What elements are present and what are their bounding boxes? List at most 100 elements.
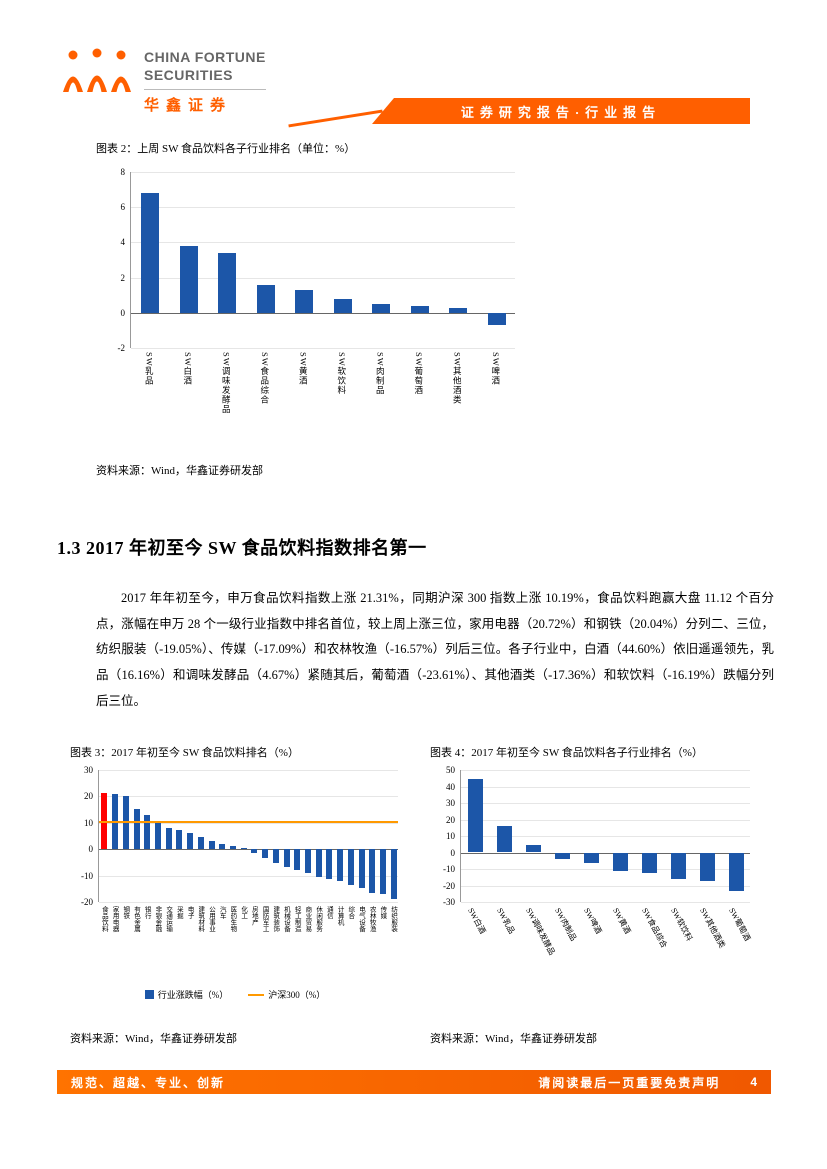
y-axis-tick: -20 (443, 880, 455, 891)
gridline (461, 786, 750, 788)
y-axis-tick: 30 (446, 798, 455, 808)
gridline (99, 822, 398, 824)
chart-bar (272, 849, 279, 863)
body-paragraph: 2017 年年初至今，申万食品饮料指数上涨 21.31%，同期沪深 300 指数… (96, 591, 774, 708)
x-axis-label: SW葡萄酒 (726, 906, 752, 943)
footer-page-number: 4 (750, 1075, 757, 1089)
x-axis-label: 交通运输 (164, 906, 172, 932)
gridline (461, 819, 750, 821)
section-heading: 1.3 2017 年初至今 SW 食品饮料指数排名第一 (57, 538, 427, 558)
chart-bar (256, 284, 275, 313)
y-axis-tick: 20 (446, 814, 455, 825)
x-axis-label: 采掘 (175, 906, 183, 919)
x-axis-labels: SW乳品 SW白酒 SW调味发酵品 SW食品综合 SW黄酒 SW软饮料 SW肉制品 SW葡萄酒… (130, 348, 515, 444)
zero-axis-line (99, 849, 398, 851)
y-axis-tick: 2 (120, 272, 126, 283)
chart-bar (390, 849, 397, 900)
x-axis-label: SW黄酒 (298, 352, 309, 386)
chart-bar (487, 312, 506, 326)
x-axis-label: 通信 (325, 906, 333, 919)
y-axis: 30 20 10 0 -10 -20 (72, 765, 98, 907)
y-axis-tick: 40 (446, 781, 455, 792)
banner-accent-line (288, 109, 383, 128)
gridline (461, 803, 750, 804)
gridline (99, 875, 398, 877)
figure2-title: 图表 2：上周 SW 食品饮料各子行业排名（单位：%） (96, 143, 356, 155)
x-axis-label: 建筑装饰 (271, 906, 279, 932)
x-axis-label: 农林牧渔 (368, 906, 376, 932)
chart-bar (337, 849, 344, 882)
legend-item-hs300: 沪深300（%） (248, 988, 325, 1001)
figure4-title: 图表 4：2017 年初至今 SW 食品饮料各子行业排名（%） (430, 747, 703, 759)
chart-bar (729, 852, 744, 892)
y-axis-tick: -30 (443, 897, 455, 907)
zero-axis-line (461, 852, 750, 854)
chart-bar (294, 849, 301, 871)
chart-bar (283, 849, 290, 868)
x-axis-label: SW软饮料 (336, 352, 347, 396)
gridline (131, 242, 515, 244)
chart-bar (101, 792, 108, 850)
y-axis: 8 6 4 2 0 -2 (100, 167, 130, 353)
plot-area (130, 172, 515, 349)
x-axis-label: SW调味发酵品 (221, 352, 232, 415)
chart-bar (240, 847, 247, 850)
x-axis-label: 计算机 (336, 906, 344, 926)
chart-bar (229, 846, 236, 850)
gridline (461, 869, 750, 870)
figure3-chart: 30 20 10 0 -10 -20 食品饮料 家用电器 钢铁 有色金属 银行 非银金融 交通运输 采掘… (72, 765, 398, 980)
y-axis-tick: 0 (450, 847, 456, 858)
gridline (461, 885, 750, 887)
y-axis-tick: -20 (81, 897, 93, 907)
chart-bar (449, 308, 468, 313)
y-axis-tick: 0 (120, 307, 126, 318)
gridline (461, 836, 750, 837)
y-axis-tick: 10 (446, 831, 455, 841)
figure3-source: 资料来源：Wind，华鑫证券研发部 (70, 1033, 237, 1045)
chart-bar (179, 245, 198, 313)
chart-bar (218, 252, 237, 313)
x-axis-label: SW白酒 (182, 352, 193, 386)
gridline (131, 207, 515, 209)
chart-bar (251, 849, 258, 854)
chart-bar (197, 836, 204, 850)
x-axis-label: SW白酒 (465, 906, 487, 936)
company-name-en: CHINA FORTUNE SECURITIES (144, 49, 266, 84)
x-axis-label: 化工 (239, 906, 247, 919)
footer-slogan: 规范、超越、专业、创新 (71, 1075, 226, 1090)
x-axis-label: SW调味发酵品 (523, 906, 557, 957)
x-axis-label: 钢铁 (121, 906, 129, 919)
bar-series-swatch (144, 990, 154, 999)
chart-bar (642, 852, 657, 874)
logo-icon (60, 48, 134, 101)
chart-bar (671, 852, 686, 880)
gridline (131, 348, 515, 349)
x-axis-label: SW其他酒类 (452, 352, 463, 405)
chart-bar (358, 849, 365, 889)
gridline (461, 770, 750, 771)
y-axis-tick: 10 (84, 817, 93, 828)
chart-bar (187, 833, 194, 850)
chart-bar (315, 849, 322, 877)
zero-axis-line (131, 312, 515, 314)
x-axis-label: 商业贸易 (303, 906, 311, 932)
chart-bar (526, 844, 541, 853)
chart-bar (700, 852, 715, 882)
x-axis-labels: 食品饮料 家用电器 钢铁 有色金属 银行 非银金融 交通运输 采掘 电子 建筑材料 公用事业 汽车 医药… (98, 902, 398, 980)
footer-bar: 规范、超越、专业、创新 请阅读最后一页重要免责声明 4 (57, 1070, 771, 1094)
x-axis-label: 非银金融 (153, 906, 161, 932)
x-axis-label: 建筑材料 (196, 906, 204, 932)
chart-bar (326, 849, 333, 880)
chart-bar (176, 829, 183, 850)
chart-bar (347, 849, 354, 885)
x-axis-label: 轻工制造 (293, 906, 301, 932)
chart-bar (141, 193, 160, 313)
line-series-swatch (248, 993, 265, 996)
gridline (131, 172, 515, 173)
legend-label: 行业涨跌幅（%） (157, 990, 229, 1000)
y-axis-tick: -2 (117, 343, 126, 353)
figure3-title: 图表 3：2017 年初至今 SW 食品饮料排名（%） (70, 747, 299, 759)
plot-area (98, 770, 398, 903)
plot-area (460, 770, 750, 903)
